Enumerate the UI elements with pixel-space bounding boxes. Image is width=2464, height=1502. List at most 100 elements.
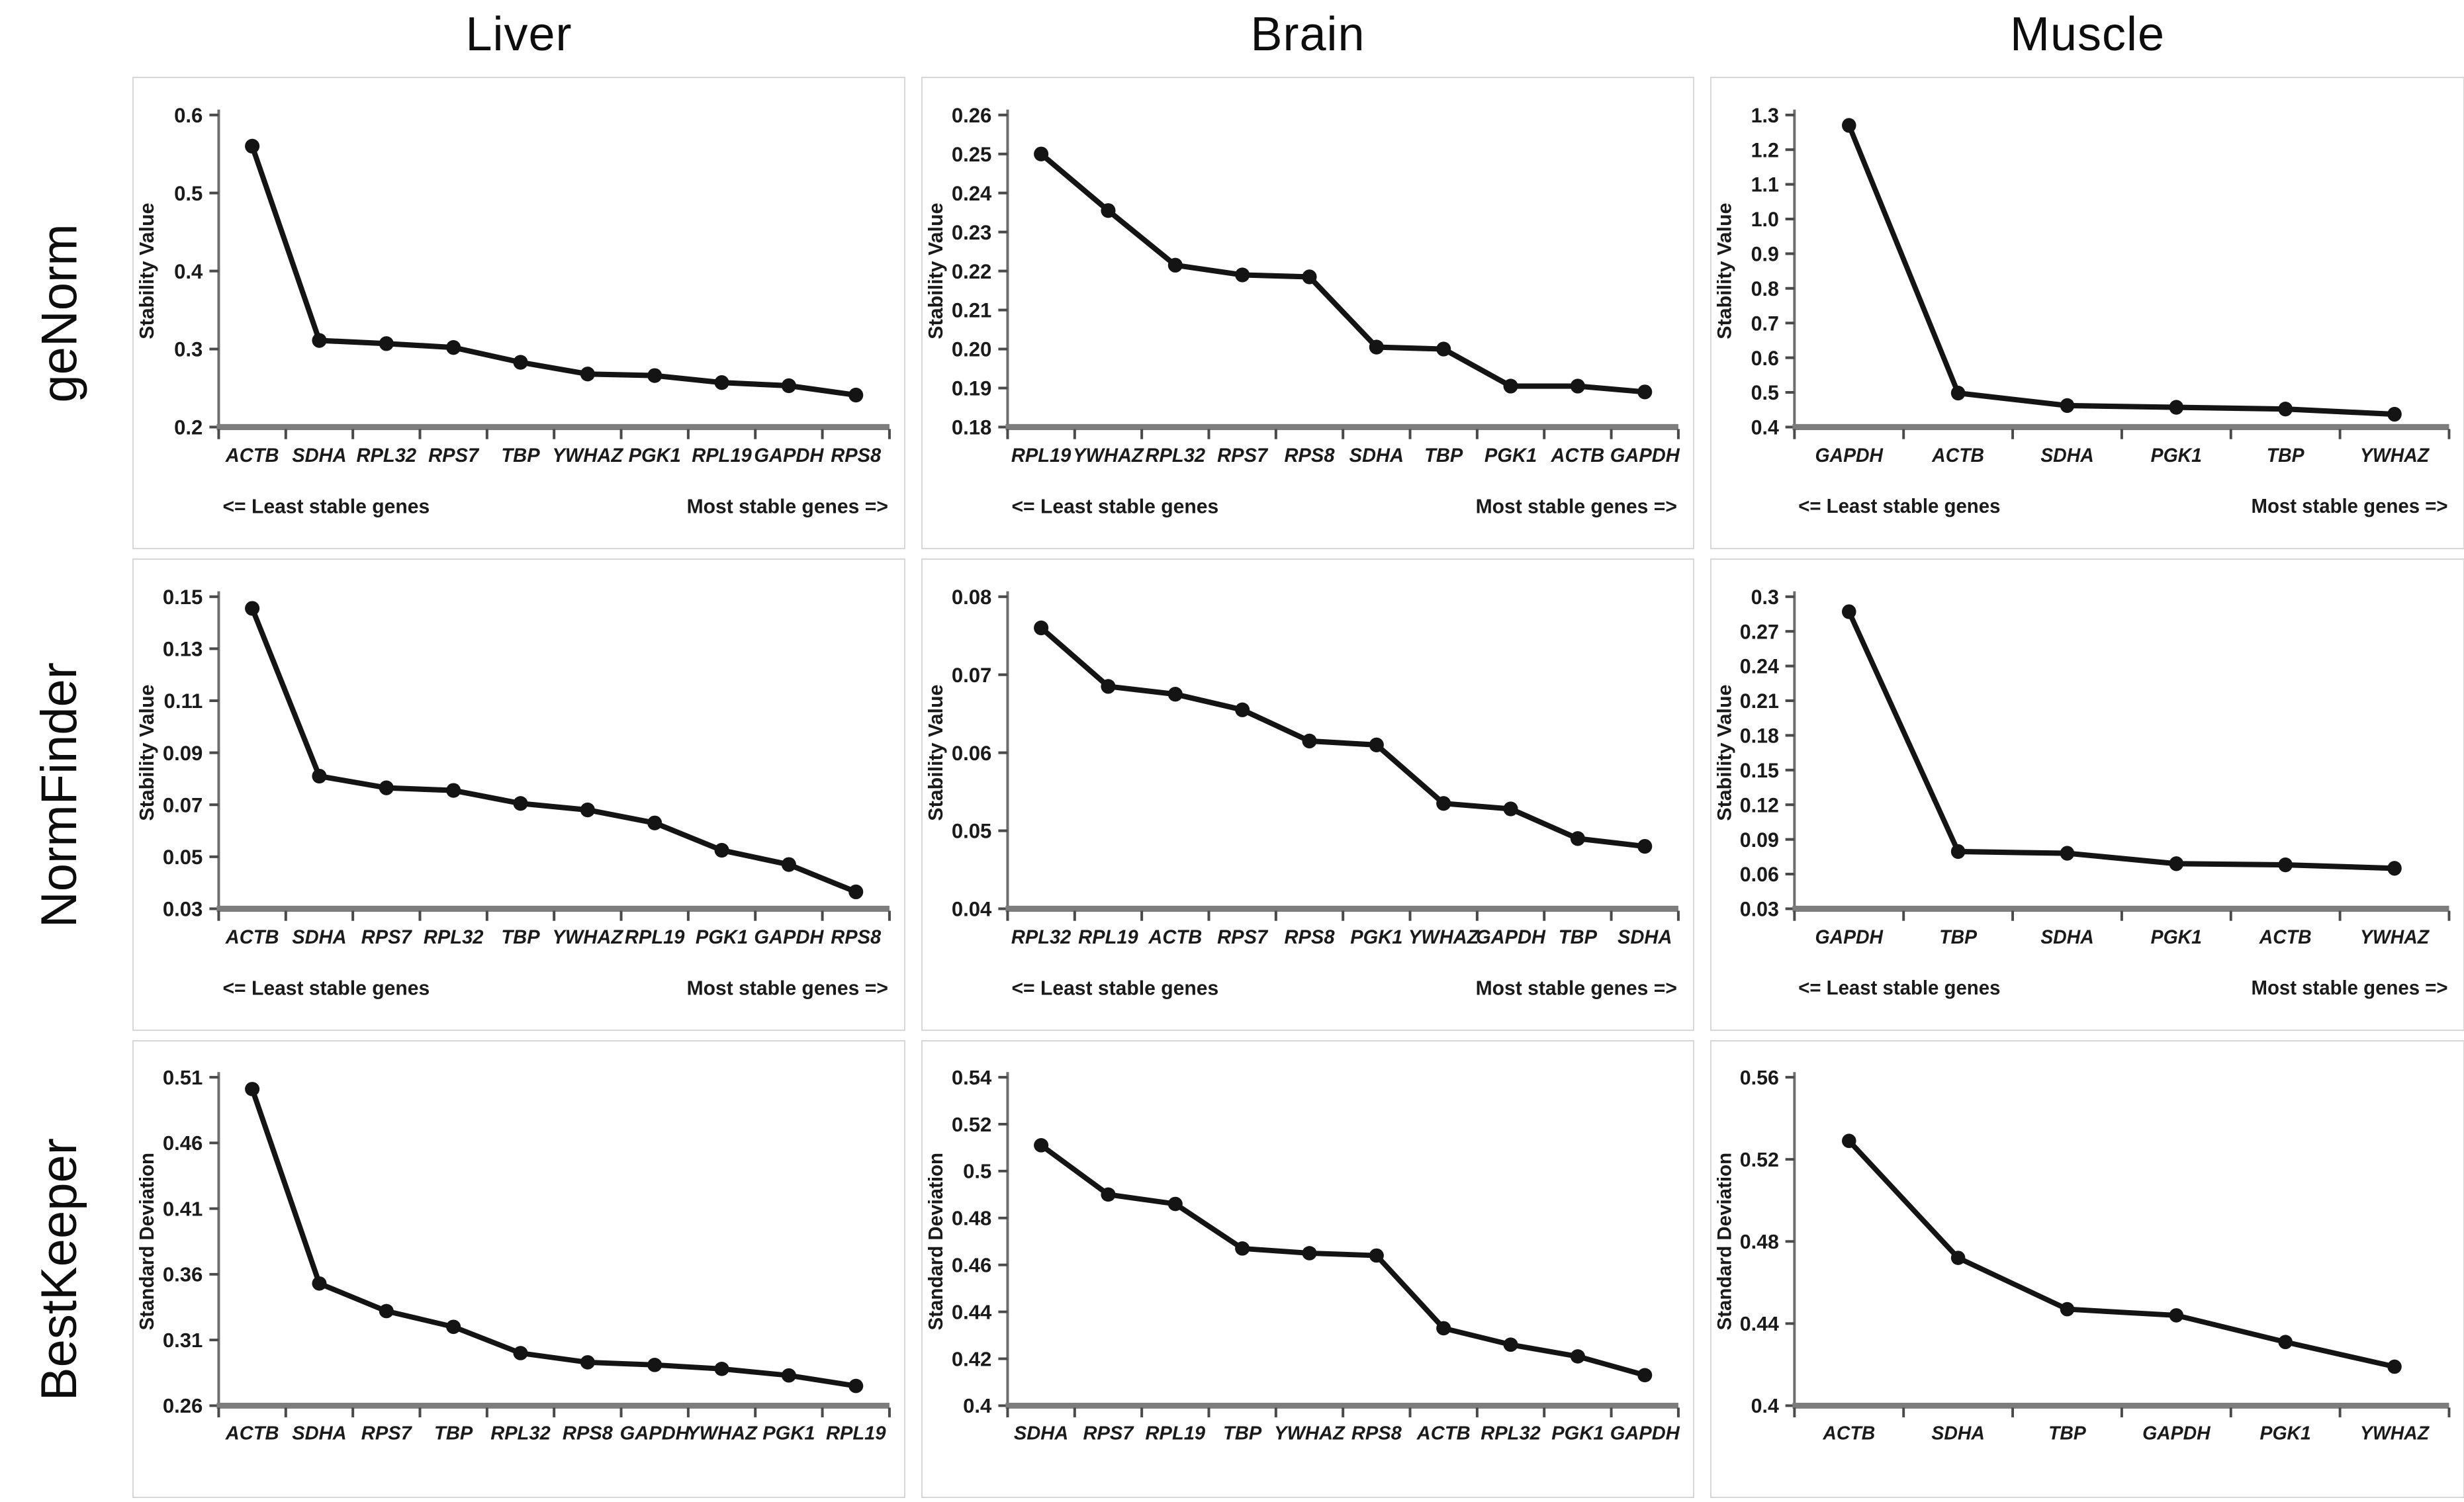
chart-normfinder-muscle: 0.03 0.06 0.09 0.12 0.15 0.18 0.21 0.24 0.27 0.3 S… [1714,585,2451,999]
y-axis-title: Standard Deviation [925,1153,947,1331]
row-label-genorm: geNorm [31,223,88,403]
y-tick-label: 0.3 [174,338,203,361]
y-axis-title: Stability Value [925,685,947,821]
gene-label: SDHA [1618,927,1672,948]
data-series [245,1082,864,1393]
footer-least-stable: <= Least stable genes [1011,496,1218,517]
gene-label: TBP [1223,1423,1262,1444]
y-tick-label: 0.52 [952,1113,992,1136]
data-point [446,783,461,798]
series-line [1038,151,1648,395]
gene-label: TBP [1939,927,1977,949]
data-series [1842,604,2402,876]
gene-label: RPS8 [1351,1423,1402,1444]
series-line [1846,1138,2397,1370]
data-series [1842,1133,2402,1374]
gene-label: RPS8 [831,927,882,948]
data-point [1503,378,1518,394]
chart-bestkeeper-liver: 0.26 0.31 0.36 0.41 0.46 0.51 Standard Deviati… [136,1066,891,1444]
gene-label: SDHA [292,445,346,466]
data-point [1369,339,1384,355]
data-point [2278,857,2293,873]
y-tick-label: 0.05 [163,846,203,869]
y-tick-label: 0.26 [952,104,992,127]
y-tick-label: 0.5 [963,1160,991,1183]
data-point [1101,203,1116,218]
gene-label: YWHAZ [2360,445,2430,467]
y-axis-title: Standard Deviation [1713,1153,1735,1331]
gene-label: TBP [2048,1423,2087,1444]
gene-label: PGK1 [1350,927,1402,948]
chart-genorm-muscle: 0.4 0.5 0.6 0.7 0.8 0.9 1.0 1.1 1.2 1.3 Stability … [1714,103,2451,517]
data-point [781,1368,796,1383]
row-label-bestkeeper: BestKeeper [31,1137,88,1401]
gene-label: ACTB [1416,1423,1471,1444]
gene-label: RPS7 [428,445,480,466]
y-axis-title: Stability Value [136,203,158,339]
gene-label: YWHAZ [553,927,624,948]
data-point [379,780,394,795]
y-tick-label: 0.48 [1740,1231,1779,1253]
y-tick-label: 0.54 [952,1066,992,1089]
y-tick-label: 0.22 [952,260,992,283]
y-axis: 0.03 0.05 0.07 0.09 0.11 0.13 0.15 Stability Va… [136,586,220,921]
data-point [848,387,864,403]
y-tick-label: 0.13 [163,637,203,660]
y-axis-title: Standard Deviation [136,1153,158,1331]
gene-label: PGK1 [629,445,681,466]
y-tick-label: 0.6 [174,104,203,127]
data-series [1034,1138,1653,1383]
data-point [1436,1321,1451,1336]
y-tick-label: 0.19 [952,376,992,400]
y-tick-label: 0.56 [1740,1067,1779,1089]
panel-genorm-liver: 0.2 0.3 0.4 0.5 0.6 Stability Value ACTB SDHA RP… [132,77,905,549]
footer-most-stable: Most stable genes => [1476,496,1677,517]
gene-label: ACTB [2259,927,2312,949]
data-point [1842,1133,1856,1149]
gene-label: SDHA [1349,445,1404,466]
data-point [1302,1246,1317,1260]
y-tick-label: 0.03 [163,897,203,920]
chart-bestkeeper-brain: 0.4 0.42 0.44 0.46 0.48 0.5 0.52 0.54 Standard D… [925,1066,1680,1444]
stability-footer: <= Least stable genes Most stable genes =… [222,977,888,999]
panel-genorm-muscle: 0.4 0.5 0.6 0.7 0.8 0.9 1.0 1.1 1.2 1.3 Stability … [1710,77,2464,549]
gene-label: ACTB [225,445,279,466]
series-line [250,143,859,398]
data-point [647,368,662,383]
gene-label: RPL32 [424,927,484,948]
y-axis: 0.04 0.05 0.06 0.07 0.08 Stability Value [925,586,1009,921]
y-tick-label: 0.9 [1751,242,1779,266]
series-line [1038,625,1648,850]
y-axis: 0.4 0.42 0.44 0.46 0.48 0.5 0.52 0.54 Standard D… [925,1066,1009,1417]
gene-label: YWHAZ [553,445,624,466]
data-point [647,815,662,830]
y-tick-label: 0.2 [174,416,203,439]
data-point [714,842,729,858]
gene-label: GAPDH [1815,445,1884,467]
column-title-muscle: Muscle [2009,8,2166,61]
gene-label: GAPDH [1610,1423,1680,1444]
data-point [1503,801,1518,817]
gene-label: PGK1 [1484,445,1537,466]
gene-label: GAPDH [620,1423,690,1444]
data-point [1167,257,1183,273]
data-point [513,355,528,370]
gene-label: TBP [434,1423,473,1444]
y-axis-title: Stability Value [136,685,158,821]
y-tick-label: 0.7 [1751,312,1779,335]
y-tick-label: 0.52 [1740,1149,1779,1171]
gene-label: ACTB [225,1423,279,1444]
gene-label: RPS8 [831,445,882,466]
y-tick-label: 0.06 [952,742,992,765]
gene-label: PGK1 [696,927,748,948]
series-line [1846,122,2397,418]
y-tick-label: 1.3 [1751,103,1779,127]
data-point [1101,1187,1116,1202]
data-point [781,378,796,394]
gene-label: RPS7 [361,927,413,948]
data-point [781,857,796,872]
data-point [714,1361,729,1376]
chart-normfinder-liver: 0.03 0.05 0.07 0.09 0.11 0.13 0.15 Stability Va… [136,586,891,999]
data-point [2278,402,2293,417]
gene-label: ACTB [1822,1423,1875,1444]
